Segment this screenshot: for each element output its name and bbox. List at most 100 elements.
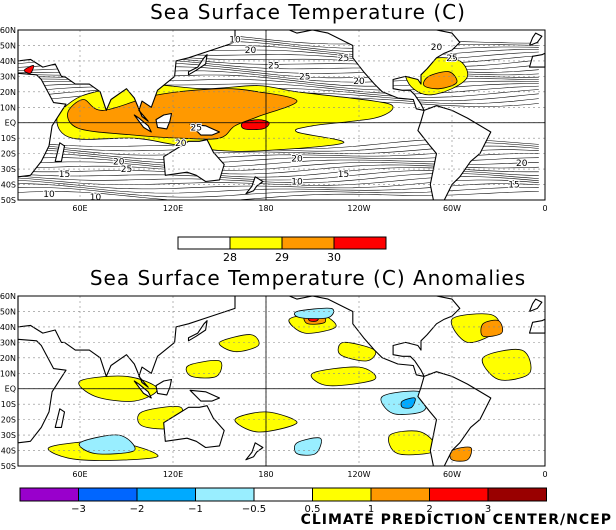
contour-value-label: 20 [245,46,257,56]
lat-label: 30S [1,165,16,174]
landmass-outline [245,442,264,461]
lon-label: 180 [258,204,273,213]
anomaly-legend-swatch [19,487,79,502]
anomaly-legend-label: 3 [485,504,491,515]
anomaly-hot-patch [449,446,473,462]
anomaly-legend-label: −1 [188,504,203,515]
contour-value-label: 20 [175,139,187,149]
anomaly-legend-swatch [136,487,196,502]
sst-legend-label: 30 [327,251,341,264]
lat-label: 30N [0,72,16,81]
anomaly-legend-swatch [429,487,489,502]
lat-label: 30S [1,431,16,440]
anomaly-warm-patch [218,334,260,353]
anomaly-legend-label: −2 [130,504,145,515]
lon-label: 60E [72,470,87,479]
anomaly-map: 60N 50N 40N 30N 20N 10N EQ 10S 20S 30S 40S 50S 60E 12… [0,292,548,479]
landmass-outline [133,114,152,133]
anomaly-legend-label: −3 [71,504,86,515]
anomaly-warm-patch [337,341,377,362]
contour-value-label: 20 [113,157,125,167]
lat-label: 10N [0,369,16,378]
map-frame [17,295,546,467]
lat-label: 60N [0,26,16,35]
anomaly-cold-patch [400,397,416,409]
lat-label: 60N [0,292,16,301]
landmass-outline [155,378,173,396]
sst-legend-swatch [333,236,387,250]
anomaly-map-title: Sea Surface Temperature (C) Anomalies [89,266,527,290]
landmass-outline [54,408,66,428]
contour-value-label: 25 [121,165,132,175]
lat-label: 40N [0,323,16,332]
contour-value-label: 10 [229,35,241,45]
contour-value-label: 20 [516,159,528,169]
landmass-outline [155,112,173,130]
anomaly-legend: −3 −2 −1 −0.5 0.5 1 2 3 [19,487,547,515]
lat-label: 50N [0,41,16,50]
sst-30-region [240,119,270,131]
anomaly-legend-swatch [195,487,255,502]
contour-value-label: 25 [299,72,310,82]
lon-label: 60E [72,204,87,213]
lat-label: 10N [0,103,16,112]
lat-label: 20N [0,88,16,97]
lon-label: 0 [542,470,547,479]
contour-value-label: 20 [291,154,303,164]
landmass-outline [528,318,546,334]
anomaly-legend-swatch [312,487,372,502]
contour-value-label: 15 [338,170,349,180]
lon-label: 120E [163,204,183,213]
landmass-outline [528,32,543,47]
lat-label: 10S [1,400,16,409]
landmass-outline [54,142,66,162]
contour-value-label: 25 [446,54,457,64]
contour-value-label: 25 [191,123,202,133]
lat-label: EQ [5,385,16,394]
landmass-outline [17,295,236,388]
anomaly-legend-swatch [78,487,138,502]
anomaly-cool-patch [293,307,335,320]
sst-legend-swatch [281,236,335,250]
lat-label: 40N [0,57,16,66]
anomaly-hot-patch [480,319,504,338]
lat-label: 40S [1,447,16,456]
contour-value-label: 10 [90,193,102,203]
anomaly-legend-swatch [370,487,430,502]
sst-legend-label: 28 [223,251,237,264]
lon-label: 120W [347,470,370,479]
anomaly-cool-patch [293,437,322,456]
contour-value-label: 10 [43,190,55,200]
landmass-outline [163,405,225,449]
contour-value-label: 25 [268,62,279,72]
lat-label: 50S [1,196,16,205]
sst-legend-swatch [229,236,283,250]
anomaly-legend-label: −0.5 [242,504,266,515]
landmass-outline [288,295,461,377]
lat-label: 50N [0,307,16,316]
lat-label: 40S [1,181,16,190]
landmass-outline [17,29,236,122]
anomaly-legend-swatch [253,487,313,502]
contour-value-label: 10 [291,178,303,188]
anomaly-legend-label: 1 [368,504,374,515]
lon-label: 120E [163,470,183,479]
landmass-outline [245,176,264,195]
landmass-outline [187,320,208,342]
anomaly-legend-swatch [487,487,547,502]
credit-label: CLIMATE PREDICTION CENTER/NCEP [300,512,612,528]
lat-label: EQ [5,119,16,128]
lon-label: 60W [443,470,461,479]
landmass-outline [17,338,67,444]
landmass-outline [189,389,221,402]
map-frame [17,29,546,201]
landmass-outline [528,52,546,68]
landmass-outline [417,105,492,201]
anomaly-legend-label: 2 [426,504,432,515]
lon-label: 120W [347,204,370,213]
anomaly-warm-patch [310,366,377,387]
contour-value-label: 20 [353,77,365,87]
landmass-outline [189,123,221,136]
